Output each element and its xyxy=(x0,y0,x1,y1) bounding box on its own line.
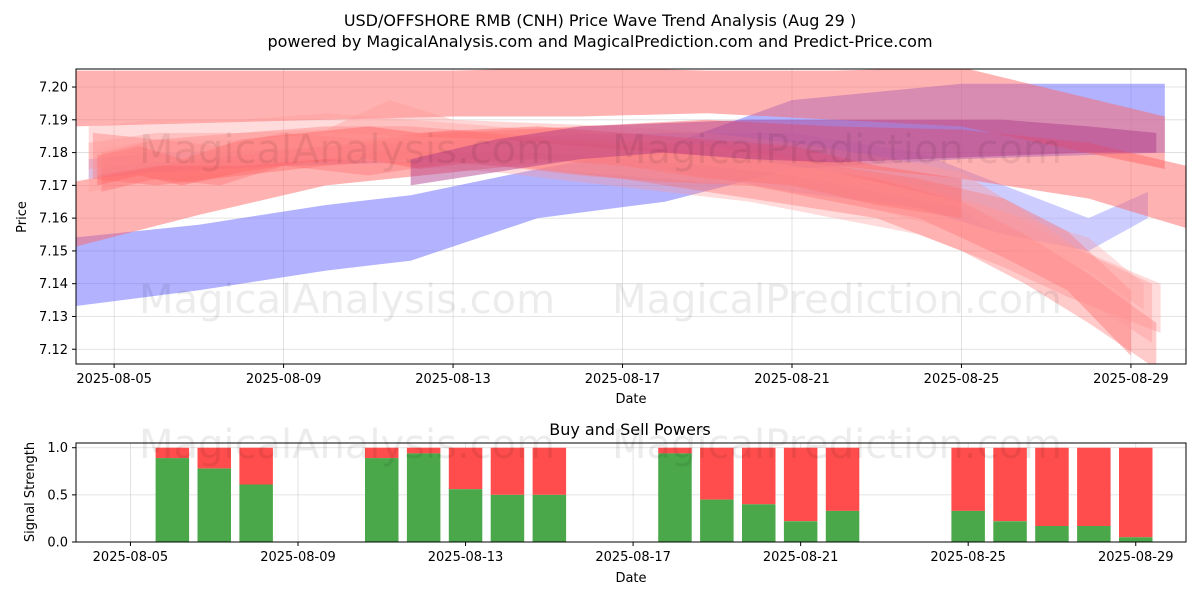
power-plot-frame xyxy=(75,442,1187,543)
buy-power-bar xyxy=(155,458,190,542)
price-y-tick-label: 7.13 xyxy=(39,310,68,325)
watermark-prediction-top: MagicalPrediction.com xyxy=(612,127,1062,173)
price-y-tick-label: 7.14 xyxy=(39,277,68,292)
price-x-tick-label: 2025-08-29 xyxy=(1093,372,1169,387)
price-x-tick-label: 2025-08-25 xyxy=(924,372,1000,387)
price-y-axis: 7.12 7.13 7.14 7.15 7.16 7.17 7.18 7.19 7.20 xyxy=(39,81,76,358)
buy-power-bar xyxy=(1077,526,1111,542)
power-x-tick-label: 2025-08-05 xyxy=(93,550,169,565)
power-y-tick-label: 1.0 xyxy=(47,441,68,456)
watermark-prediction-mid: MagicalPrediction.com xyxy=(612,277,1062,323)
watermark-prediction-bottom: MagicalPrediction.com xyxy=(612,422,1062,468)
power-x-label: Date xyxy=(615,571,646,586)
sell-power-bar xyxy=(532,447,567,495)
price-y-tick-label: 7.17 xyxy=(39,179,68,194)
price-x-label: Date xyxy=(615,392,646,407)
price-plot-frame xyxy=(75,68,1187,365)
chart-title: USD/OFFSHORE RMB (CNH) Price Wave Trend … xyxy=(344,11,856,30)
price-y-tick-label: 7.16 xyxy=(39,212,68,227)
price-wave-band-9 xyxy=(97,132,1144,310)
sell-power-bar xyxy=(700,447,734,500)
power-y-label: Signal Strength xyxy=(23,442,38,542)
buy-power-bar xyxy=(783,521,818,542)
buy-power-bar xyxy=(993,521,1027,542)
power-y-tick-label: 0.0 xyxy=(47,536,68,551)
price-y-label: Price xyxy=(15,201,30,233)
sell-power-bar xyxy=(825,447,860,511)
sell-power-bar xyxy=(365,447,399,459)
sell-power-bar xyxy=(951,447,985,511)
sell-power-bar xyxy=(155,447,190,459)
price-y-tick-label: 7.12 xyxy=(39,343,68,358)
buy-power-bar xyxy=(197,468,231,542)
sell-power-bar xyxy=(490,447,525,495)
power-x-tick-label: 2025-08-09 xyxy=(260,550,336,565)
price-wave-band-3 xyxy=(76,119,1186,247)
sell-power-bar xyxy=(239,447,273,485)
power-x-tick-label: 2025-08-13 xyxy=(428,550,504,565)
power-watermarks: MagicalAnalysis.com MagicalPrediction.co… xyxy=(139,422,1062,468)
price-y-tick-label: 7.20 xyxy=(39,81,68,96)
price-x-axis: 2025-08-05 2025-08-09 2025-08-13 2025-08-17… xyxy=(76,364,1169,387)
price-wave-band-5 xyxy=(88,113,1161,333)
price-x-tick-label: 2025-08-17 xyxy=(585,372,661,387)
power-x-axis: 2025-08-05 2025-08-09 2025-08-13 2025-08-17… xyxy=(93,542,1174,565)
price-wave-band-7 xyxy=(88,100,1153,343)
power-x-tick-label: 2025-08-21 xyxy=(763,550,839,565)
price-watermarks: MagicalAnalysis.com MagicalPrediction.co… xyxy=(139,127,1062,323)
price-x-tick-label: 2025-08-13 xyxy=(415,372,491,387)
buy-power-bar xyxy=(1119,537,1153,542)
sell-power-bar xyxy=(406,447,441,454)
buy-power-bar xyxy=(532,494,567,542)
price-wave-band-8 xyxy=(97,126,962,219)
buy-power-bar xyxy=(700,499,734,542)
sell-power-bar xyxy=(1119,447,1153,538)
price-wave-band-10 xyxy=(410,119,1157,186)
sell-power-bar xyxy=(448,447,483,490)
power-x-tick-label: 2025-08-29 xyxy=(1098,550,1174,565)
watermark-analysis-top: MagicalAnalysis.com xyxy=(139,127,555,173)
power-x-tick-label: 2025-08-17 xyxy=(595,550,671,565)
price-y-tick-label: 7.15 xyxy=(39,244,68,259)
price-x-tick-label: 2025-08-21 xyxy=(754,372,830,387)
buy-power-bar xyxy=(1035,526,1069,542)
chart-subtitle: powered by MagicalAnalysis.com and Magic… xyxy=(267,32,932,51)
power-y-axis: 0.0 0.5 1.0 xyxy=(47,441,76,551)
price-wave-band-4 xyxy=(92,126,1131,356)
price-x-tick-label: 2025-08-09 xyxy=(246,372,322,387)
sell-power-bar xyxy=(742,447,776,505)
buy-power-bar xyxy=(951,510,985,542)
price-x-tick-label: 2025-08-05 xyxy=(76,372,152,387)
sell-power-bar xyxy=(197,447,231,469)
buy-power-bar xyxy=(825,510,860,542)
buy-power-bar xyxy=(365,458,399,542)
buy-power-bar xyxy=(448,489,483,542)
sell-power-bar xyxy=(783,447,818,522)
power-y-tick-label: 0.5 xyxy=(47,488,68,503)
price-wave-band-6 xyxy=(101,129,1157,364)
sell-power-bar xyxy=(658,447,692,454)
power-bars xyxy=(155,447,1153,542)
watermark-analysis-mid: MagicalAnalysis.com xyxy=(139,277,555,323)
buy-power-bar xyxy=(742,504,776,542)
watermark-analysis-bottom: MagicalAnalysis.com xyxy=(139,422,555,468)
price-wave-bands xyxy=(76,69,1186,364)
price-wave-band-2 xyxy=(76,69,1165,169)
buy-power-bar xyxy=(490,494,525,542)
power-x-tick-label: 2025-08-25 xyxy=(930,550,1006,565)
buy-power-bar xyxy=(406,453,441,542)
sell-power-bar xyxy=(1077,447,1111,526)
power-chart-title: Buy and Sell Powers xyxy=(549,420,711,439)
price-y-tick-label: 7.19 xyxy=(39,113,68,128)
price-y-tick-label: 7.18 xyxy=(39,146,68,161)
sell-power-bar xyxy=(993,447,1027,522)
buy-power-bar xyxy=(239,484,273,542)
sell-power-bar xyxy=(1035,447,1069,526)
buy-power-bar xyxy=(658,453,692,542)
